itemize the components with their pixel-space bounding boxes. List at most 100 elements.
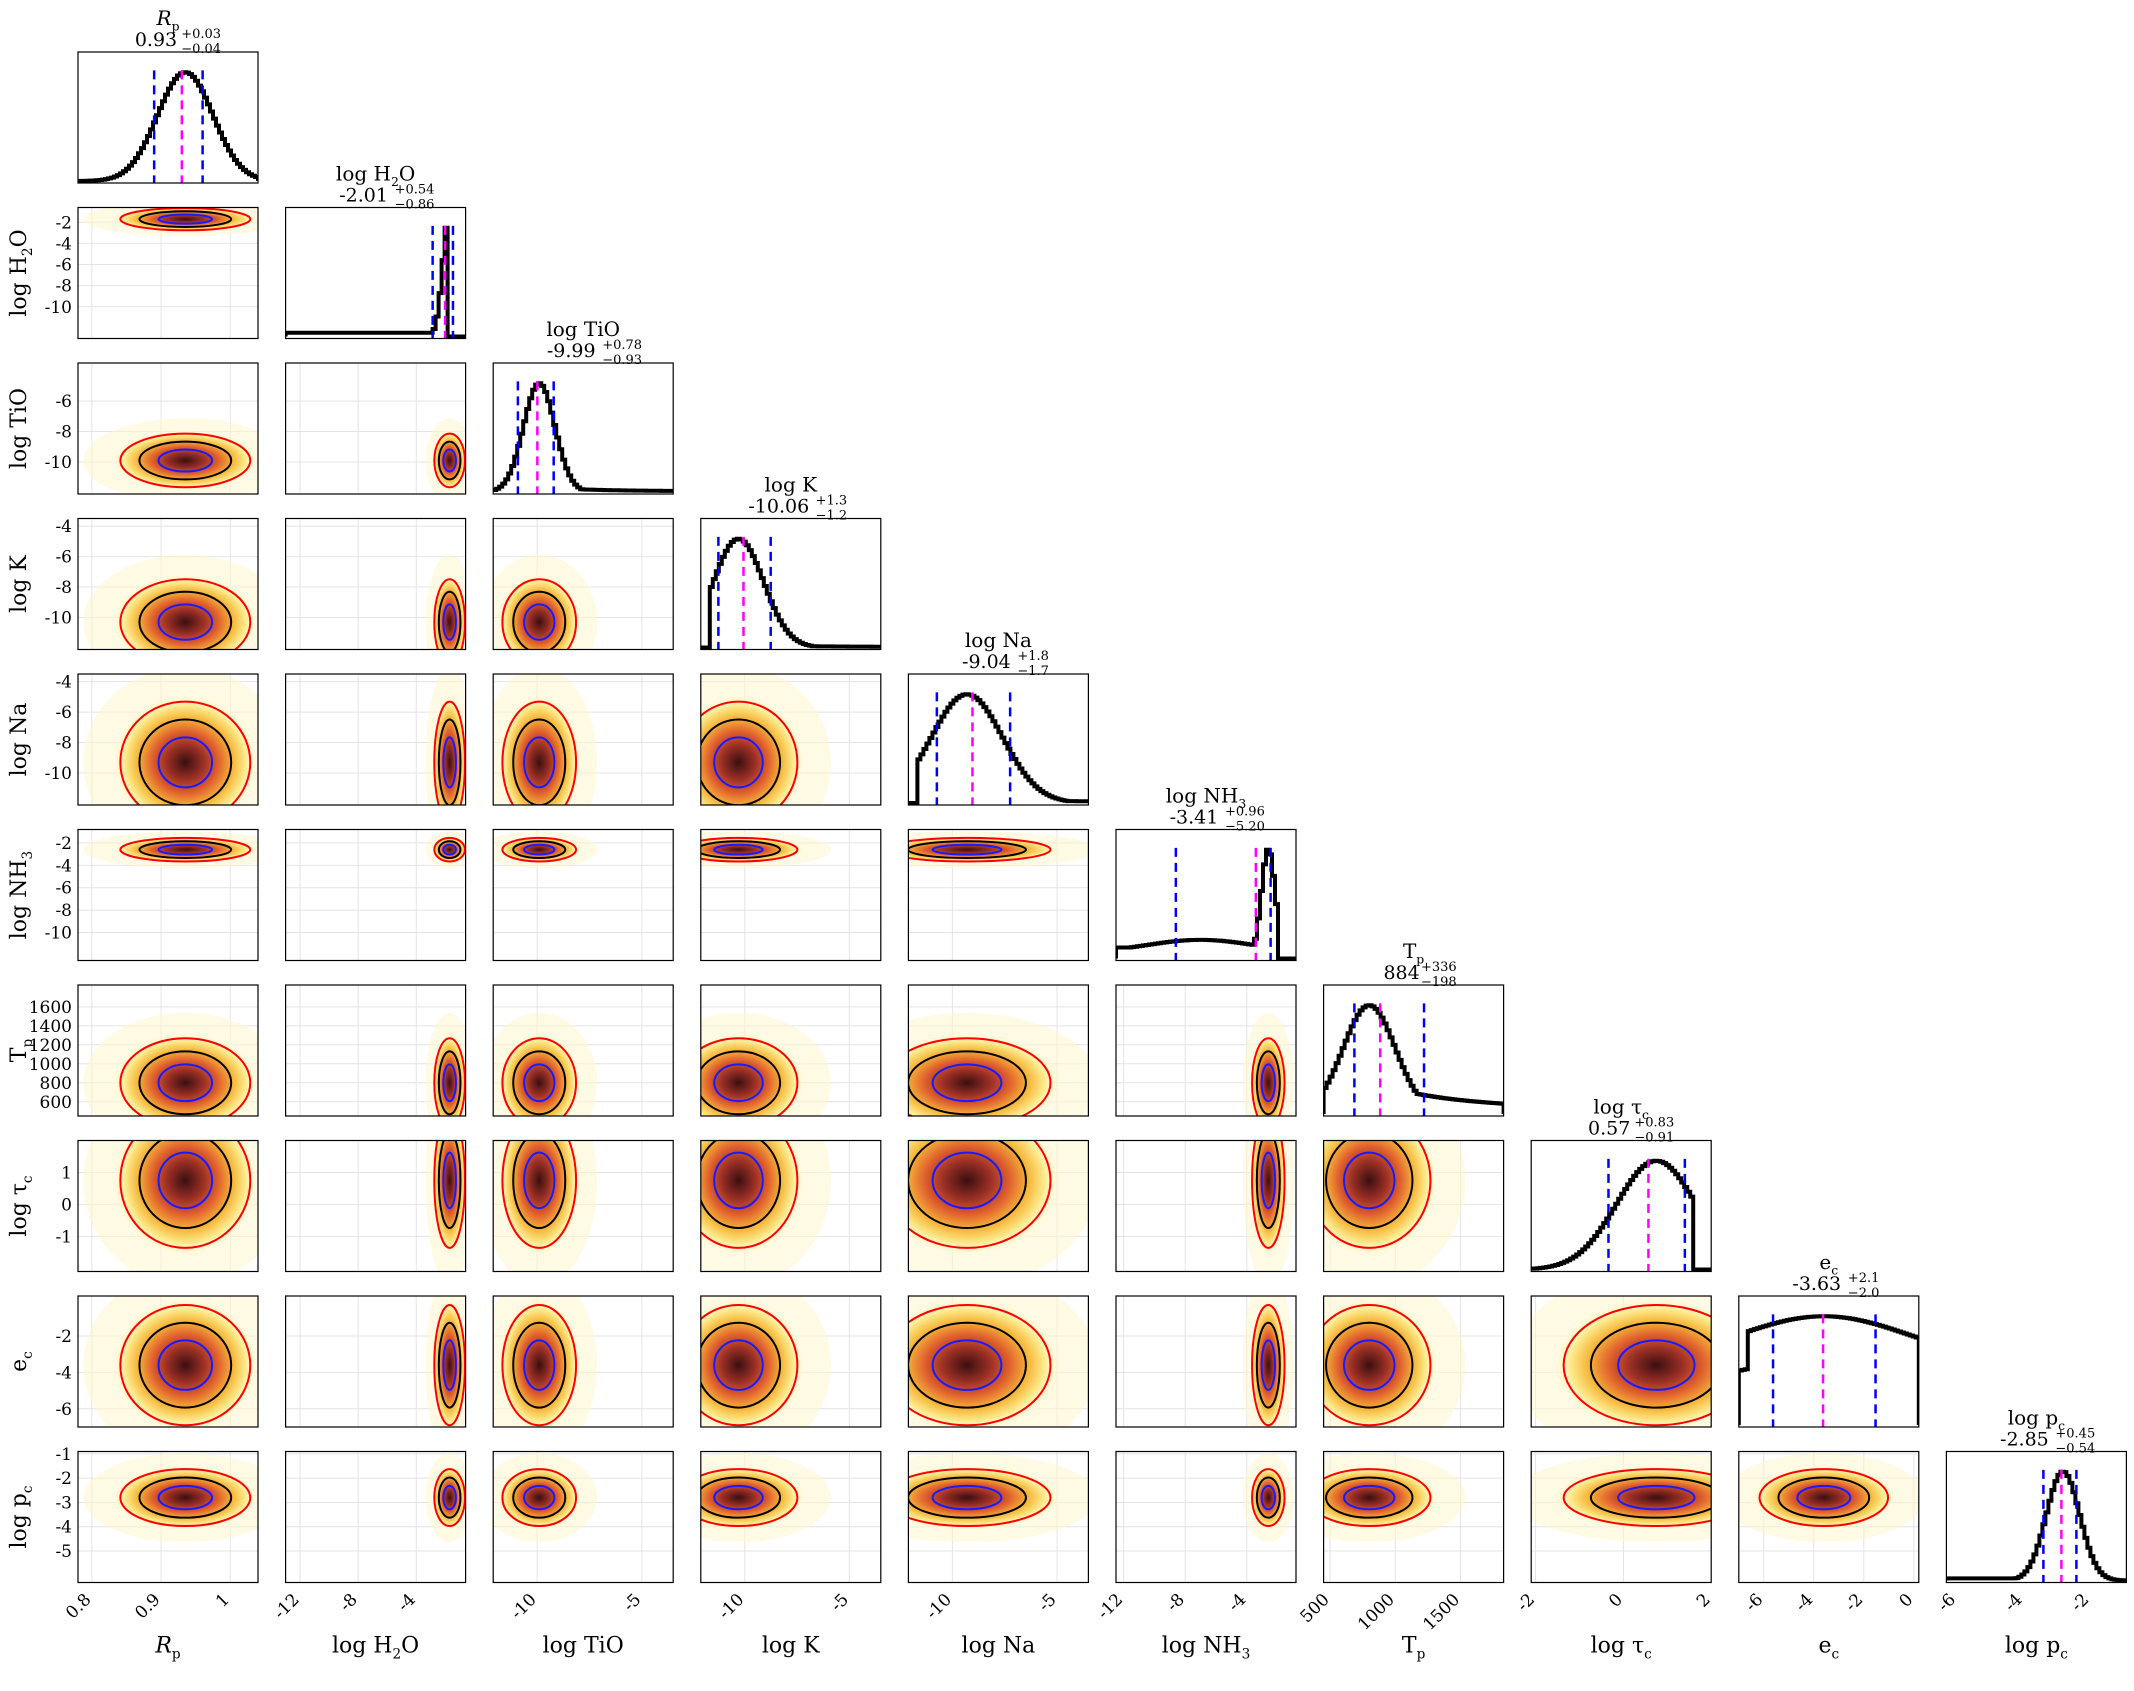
contour-inner (523, 603, 556, 641)
panel-frame (1115, 984, 1297, 1117)
x-tick-label: -10 (922, 1590, 956, 1624)
x-tick-label: -6 (1741, 1590, 1767, 1616)
y-tick-label: -4 (55, 1363, 72, 1383)
contour-outer (433, 432, 466, 489)
y-tick-label: -6 (55, 703, 72, 723)
panel-frame (907, 1450, 1090, 1584)
y-tick-label: -2 (55, 834, 72, 854)
panel-Rp-ec: -2 -4 -6 ec (7, 1295, 259, 1428)
y-tick-label: -5 (55, 1542, 72, 1562)
marginal-title-value: -2.85 (2000, 1429, 2049, 1451)
y-tick-label: 1200 (29, 1036, 72, 1056)
panel-background (285, 207, 466, 339)
x-axis-label: log Na (962, 1634, 1036, 1659)
contour-mid (512, 590, 567, 650)
contour-inner (713, 1151, 764, 1210)
panel-Na-tauc (907, 1139, 1090, 1273)
x-tick-label: 1000 (1354, 1590, 1399, 1635)
panel-frame (1530, 1295, 1712, 1428)
x-axis-label: ec (1818, 1634, 1839, 1663)
contour-outer (700, 1468, 799, 1528)
marginal-title: log NH3-3.41 +0.96−5.20 (1166, 784, 1265, 835)
marginal-title: ec-3.63 +2.1−2.0 (1792, 1250, 1879, 1301)
contour-inner (157, 1151, 214, 1210)
y-tick-label: -8 (55, 277, 72, 297)
contour-outer (908, 1304, 1052, 1427)
marginal-title-minus: −1.2 (816, 509, 848, 524)
y-axis-label: log NH3 (7, 851, 36, 939)
marginal-title-label: ec (1819, 1250, 1838, 1278)
x-tick-label: -4 (2001, 1590, 2027, 1616)
panel-frame (77, 51, 259, 184)
x-tick-label: -2 (1841, 1590, 1867, 1616)
density-map (112, 1297, 258, 1427)
y-axis-label: ec (7, 1351, 36, 1372)
panel-H2O-Na (285, 673, 467, 806)
contour-mid (437, 840, 462, 859)
histogram-line (1116, 847, 1296, 961)
contour-outer (1251, 1468, 1286, 1528)
panel-K-NH3 (700, 828, 882, 962)
contour-mid (437, 1321, 462, 1409)
panel-frame (285, 1295, 467, 1428)
panel-TiO-ec (492, 1295, 674, 1428)
contour-mid (908, 1050, 1027, 1116)
contour-outer (1562, 1468, 1712, 1528)
x-tick-label: -6 (1934, 1590, 1960, 1616)
marginal-title: log H2O-2.01 +0.54−0.86 (336, 162, 435, 213)
contour-outer (119, 578, 252, 650)
marginal-title-plus: +0.78 (602, 338, 642, 353)
density-map (432, 1297, 466, 1427)
contour-outer (119, 836, 252, 863)
contour-outer (700, 1304, 799, 1427)
panel-ec-pc: -6 -4 -2 0 ec (1738, 1450, 1920, 1663)
density-map (700, 693, 805, 805)
contour-mid (700, 1321, 782, 1409)
x-tick-label: -12 (1094, 1590, 1128, 1624)
y-axis-label: log TiO (7, 388, 32, 469)
marginal-title-minus: −2.0 (1848, 1286, 1880, 1301)
histogram-line (908, 692, 1089, 805)
density-map (497, 693, 581, 805)
density-map (700, 1465, 805, 1530)
contour-outer (433, 836, 466, 863)
contour-inner (1343, 1151, 1396, 1210)
panel-frame (77, 984, 259, 1117)
y-tick-label: -10 (45, 609, 72, 629)
marginal-title-value: -3.63 (1792, 1273, 1841, 1295)
hist-panel-Rp: Rp0.93 +0.03−0.04 (77, 6, 259, 184)
contour-outer (501, 836, 578, 863)
contour-inner (931, 1151, 1003, 1210)
y-tick-label: -4 (55, 856, 72, 876)
panel-frame (907, 673, 1090, 806)
contour-inner (157, 1339, 214, 1391)
density-map (908, 1140, 1062, 1257)
panel-frame (77, 828, 259, 962)
density-map (1751, 1465, 1897, 1530)
density-map (432, 1032, 466, 1116)
contour-mid (138, 210, 233, 228)
marginal-title-value: -10.06 (748, 496, 809, 518)
contour-inner (157, 1063, 214, 1103)
contour-inner (1260, 1339, 1276, 1391)
panel-frame (77, 1295, 259, 1428)
panel-frame (77, 362, 259, 495)
contour-outer (1251, 1037, 1286, 1116)
contour-inner (442, 1484, 457, 1511)
y-tick-label: -6 (55, 1400, 72, 1420)
panel-frame (1530, 1139, 1712, 1273)
marginal-title-minus: −0.91 (1634, 1131, 1674, 1146)
contour-inner (1796, 1484, 1852, 1511)
contour-outer (700, 700, 799, 805)
density-map (1250, 1032, 1287, 1116)
contour-inner (713, 1339, 764, 1391)
density-map (432, 1140, 466, 1257)
panel-Na-Tp (907, 984, 1090, 1117)
y-tick-label: 1 (61, 1163, 72, 1183)
marginal-title-label: log H2O (336, 162, 415, 190)
panel-frame (1738, 1450, 1920, 1584)
density-map (1323, 1140, 1439, 1257)
panel-H2O-K (285, 517, 467, 651)
contour-inner (931, 843, 1003, 856)
